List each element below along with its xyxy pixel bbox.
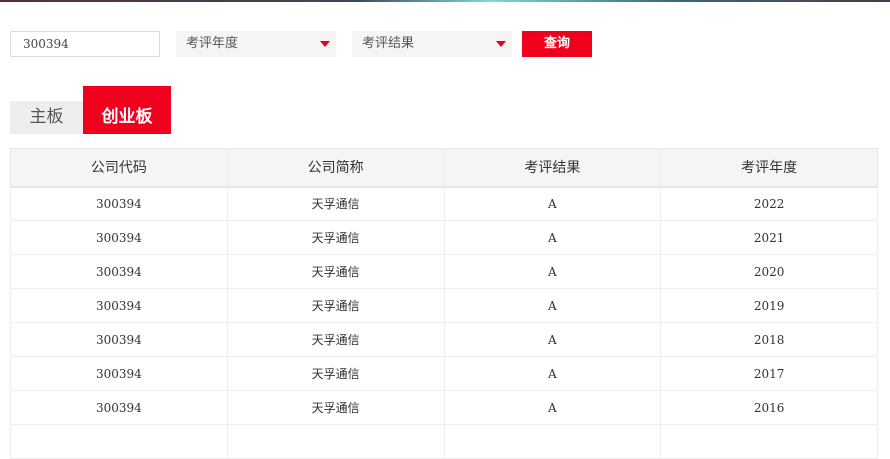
- table-row: 300394 天孚通信 A 2016: [10, 390, 878, 425]
- cell-result: A: [443, 254, 662, 289]
- dropdown-triangle-icon: [320, 41, 330, 47]
- cell-result: [443, 424, 662, 459]
- cell-company-code: 300394: [10, 186, 228, 221]
- cell-result: A: [443, 220, 662, 255]
- cell-company-name: 天孚通信: [226, 390, 445, 425]
- tab-main-board[interactable]: 主板: [10, 101, 83, 134]
- cell-company-name: 天孚通信: [226, 254, 445, 289]
- cell-company-code: 300394: [10, 288, 228, 323]
- col-result: 考评结果: [443, 148, 662, 188]
- cell-company-name: [226, 424, 445, 459]
- cell-year: 2017: [660, 356, 878, 391]
- result-select[interactable]: 考评结果: [352, 31, 512, 57]
- cell-company-code: [10, 424, 228, 459]
- col-company-name: 公司简称: [226, 148, 445, 188]
- table-row: 300394 天孚通信 A 2019: [10, 288, 878, 323]
- cell-company-code: 300394: [10, 390, 228, 425]
- cell-company-code: 300394: [10, 322, 228, 357]
- cell-company-name: 天孚通信: [226, 220, 445, 255]
- cell-year: 2016: [660, 390, 878, 425]
- query-button[interactable]: 查询: [522, 31, 592, 57]
- table-row: 300394 天孚通信 A 2018: [10, 322, 878, 357]
- cell-result: A: [443, 288, 662, 323]
- company-code-input[interactable]: [10, 31, 160, 57]
- table-header-row: 公司代码 公司简称 考评结果 考评年度: [10, 148, 878, 188]
- table-row: 300394 天孚通信 A 2020: [10, 254, 878, 289]
- year-select-label: 考评年度: [186, 36, 239, 51]
- results-table: 公司代码 公司简称 考评结果 考评年度 300394 天孚通信 A 2022 30039…: [10, 148, 878, 459]
- cell-company-name: 天孚通信: [226, 186, 445, 221]
- cell-company-code: 300394: [10, 356, 228, 391]
- table-row: 300394 天孚通信 A 2017: [10, 356, 878, 391]
- result-select-label: 考评结果: [362, 36, 415, 51]
- cell-year: 2019: [660, 288, 878, 323]
- top-accent-bar: [0, 0, 890, 2]
- dropdown-triangle-icon: [496, 41, 506, 47]
- table-row: [10, 424, 878, 459]
- cell-result: A: [443, 186, 662, 221]
- cell-year: 2018: [660, 322, 878, 357]
- cell-year: [660, 424, 878, 459]
- cell-result: A: [443, 322, 662, 357]
- cell-company-code: 300394: [10, 220, 228, 255]
- cell-company-name: 天孚通信: [226, 322, 445, 357]
- cell-company-name: 天孚通信: [226, 356, 445, 391]
- cell-result: A: [443, 356, 662, 391]
- cell-year: 2021: [660, 220, 878, 255]
- col-company-code: 公司代码: [10, 148, 228, 188]
- cell-year: 2020: [660, 254, 878, 289]
- cell-result: A: [443, 390, 662, 425]
- cell-company-code: 300394: [10, 254, 228, 289]
- cell-year: 2022: [660, 186, 878, 221]
- col-year: 考评年度: [660, 148, 878, 188]
- cell-company-name: 天孚通信: [226, 288, 445, 323]
- table-row: 300394 天孚通信 A 2021: [10, 220, 878, 255]
- tab-chinext[interactable]: 创业板: [83, 86, 171, 134]
- year-select[interactable]: 考评年度: [176, 31, 336, 57]
- table-row: 300394 天孚通信 A 2022: [10, 186, 878, 221]
